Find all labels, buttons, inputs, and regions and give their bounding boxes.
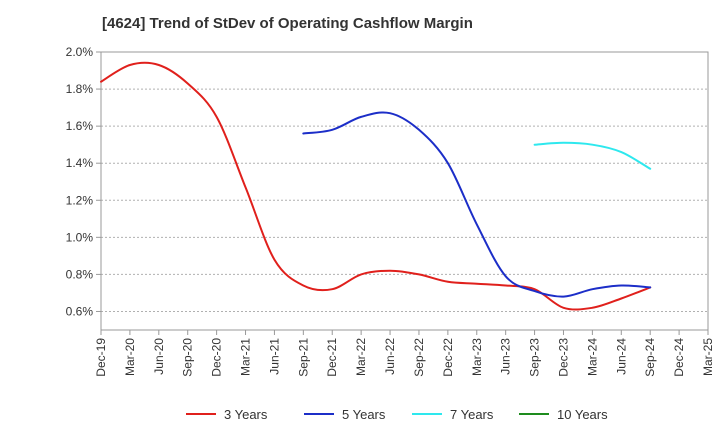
x-tick-label: Dec-19 [94, 338, 108, 377]
y-tick-label: 2.0% [66, 45, 94, 59]
x-tick-label: Sep-22 [412, 338, 426, 377]
y-tick-label: 1.6% [66, 119, 94, 133]
legend-label-3-years: 3 Years [224, 407, 268, 422]
x-tick-label: Mar-23 [470, 338, 484, 376]
y-tick-label: 0.6% [66, 304, 94, 318]
series-line-7-years [533, 141, 652, 170]
x-tick-label: Jun-23 [499, 338, 513, 375]
y-tick-label: 1.4% [66, 156, 94, 170]
x-tick-label: Mar-25 [701, 338, 715, 376]
y-tick-label: 1.0% [66, 230, 94, 244]
y-tick-label: 1.2% [66, 193, 94, 207]
x-tick-label: Jun-24 [614, 338, 628, 375]
y-tick-label: 1.8% [66, 82, 94, 96]
x-tick-label: Mar-24 [585, 338, 599, 376]
x-tick-label: Dec-23 [556, 338, 570, 377]
x-tick-label: Dec-21 [325, 338, 339, 377]
x-tick-label: Jun-21 [267, 338, 281, 375]
x-tick-label: Dec-24 [672, 338, 686, 377]
x-tick-label: Mar-20 [123, 338, 137, 376]
x-tick-label: Sep-23 [528, 338, 542, 377]
x-tick-label: Sep-21 [296, 338, 310, 377]
y-tick-label: 0.8% [66, 267, 94, 281]
x-tick-label: Sep-24 [643, 338, 657, 377]
x-axis-ticks: Dec-19 Mar-20 Jun-20 Sep-20 Dec-20 Mar-21 Jun-… [94, 330, 715, 377]
plot-frame [100, 51, 709, 331]
y-axis-ticks: 0.6% 0.8% 1.0% 1.2% 1.4% 1.6% 1.8% 2.0% [66, 45, 101, 318]
series-line-5-years [302, 111, 652, 298]
legend-label-10-years: 10 Years [557, 407, 608, 422]
x-tick-label: Dec-20 [210, 338, 224, 377]
x-tick-label: Sep-20 [181, 338, 195, 377]
legend: 3 Years 5 Years 7 Years 10 Years [186, 407, 608, 422]
x-tick-label: Jun-22 [383, 338, 397, 375]
legend-label-5-years: 5 Years [342, 407, 386, 422]
legend-label-7-years: 7 Years [450, 407, 494, 422]
x-tick-label: Jun-20 [152, 338, 166, 375]
chart-title: [4624] Trend of StDev of Operating Cashf… [102, 15, 473, 32]
x-tick-label: Mar-22 [354, 338, 368, 376]
x-tick-label: Dec-22 [441, 338, 455, 377]
series-lines [100, 61, 652, 311]
series-line-3-years [100, 61, 652, 311]
x-tick-label: Mar-21 [239, 338, 253, 376]
